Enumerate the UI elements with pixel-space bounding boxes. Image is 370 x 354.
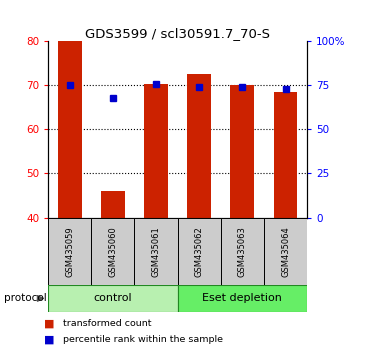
Bar	[144, 84, 168, 218]
Bar	[187, 74, 211, 218]
Text: GSM435060: GSM435060	[108, 226, 117, 277]
Bar	[48, 285, 178, 312]
Bar	[221, 218, 264, 285]
Text: GSM435061: GSM435061	[152, 226, 161, 277]
Bar	[48, 218, 91, 285]
Text: GSM435059: GSM435059	[65, 226, 74, 277]
Title: GDS3599 / scl30591.7_70-S: GDS3599 / scl30591.7_70-S	[85, 27, 270, 40]
Text: Eset depletion: Eset depletion	[202, 293, 282, 303]
Text: transformed count: transformed count	[63, 319, 151, 329]
Text: GSM435063: GSM435063	[238, 226, 247, 277]
Bar	[91, 218, 134, 285]
Bar	[58, 41, 81, 218]
Bar	[178, 285, 307, 312]
Text: ■: ■	[44, 319, 55, 329]
Bar	[274, 92, 297, 218]
Text: GSM435064: GSM435064	[281, 226, 290, 277]
Bar	[101, 191, 125, 218]
Bar	[178, 218, 221, 285]
Bar	[231, 85, 254, 218]
Text: percentile rank within the sample: percentile rank within the sample	[63, 335, 223, 344]
Text: GSM435062: GSM435062	[195, 226, 204, 277]
Bar	[264, 218, 307, 285]
Text: control: control	[94, 293, 132, 303]
Text: ■: ■	[44, 335, 55, 345]
Bar	[134, 218, 178, 285]
Text: protocol: protocol	[4, 293, 47, 303]
